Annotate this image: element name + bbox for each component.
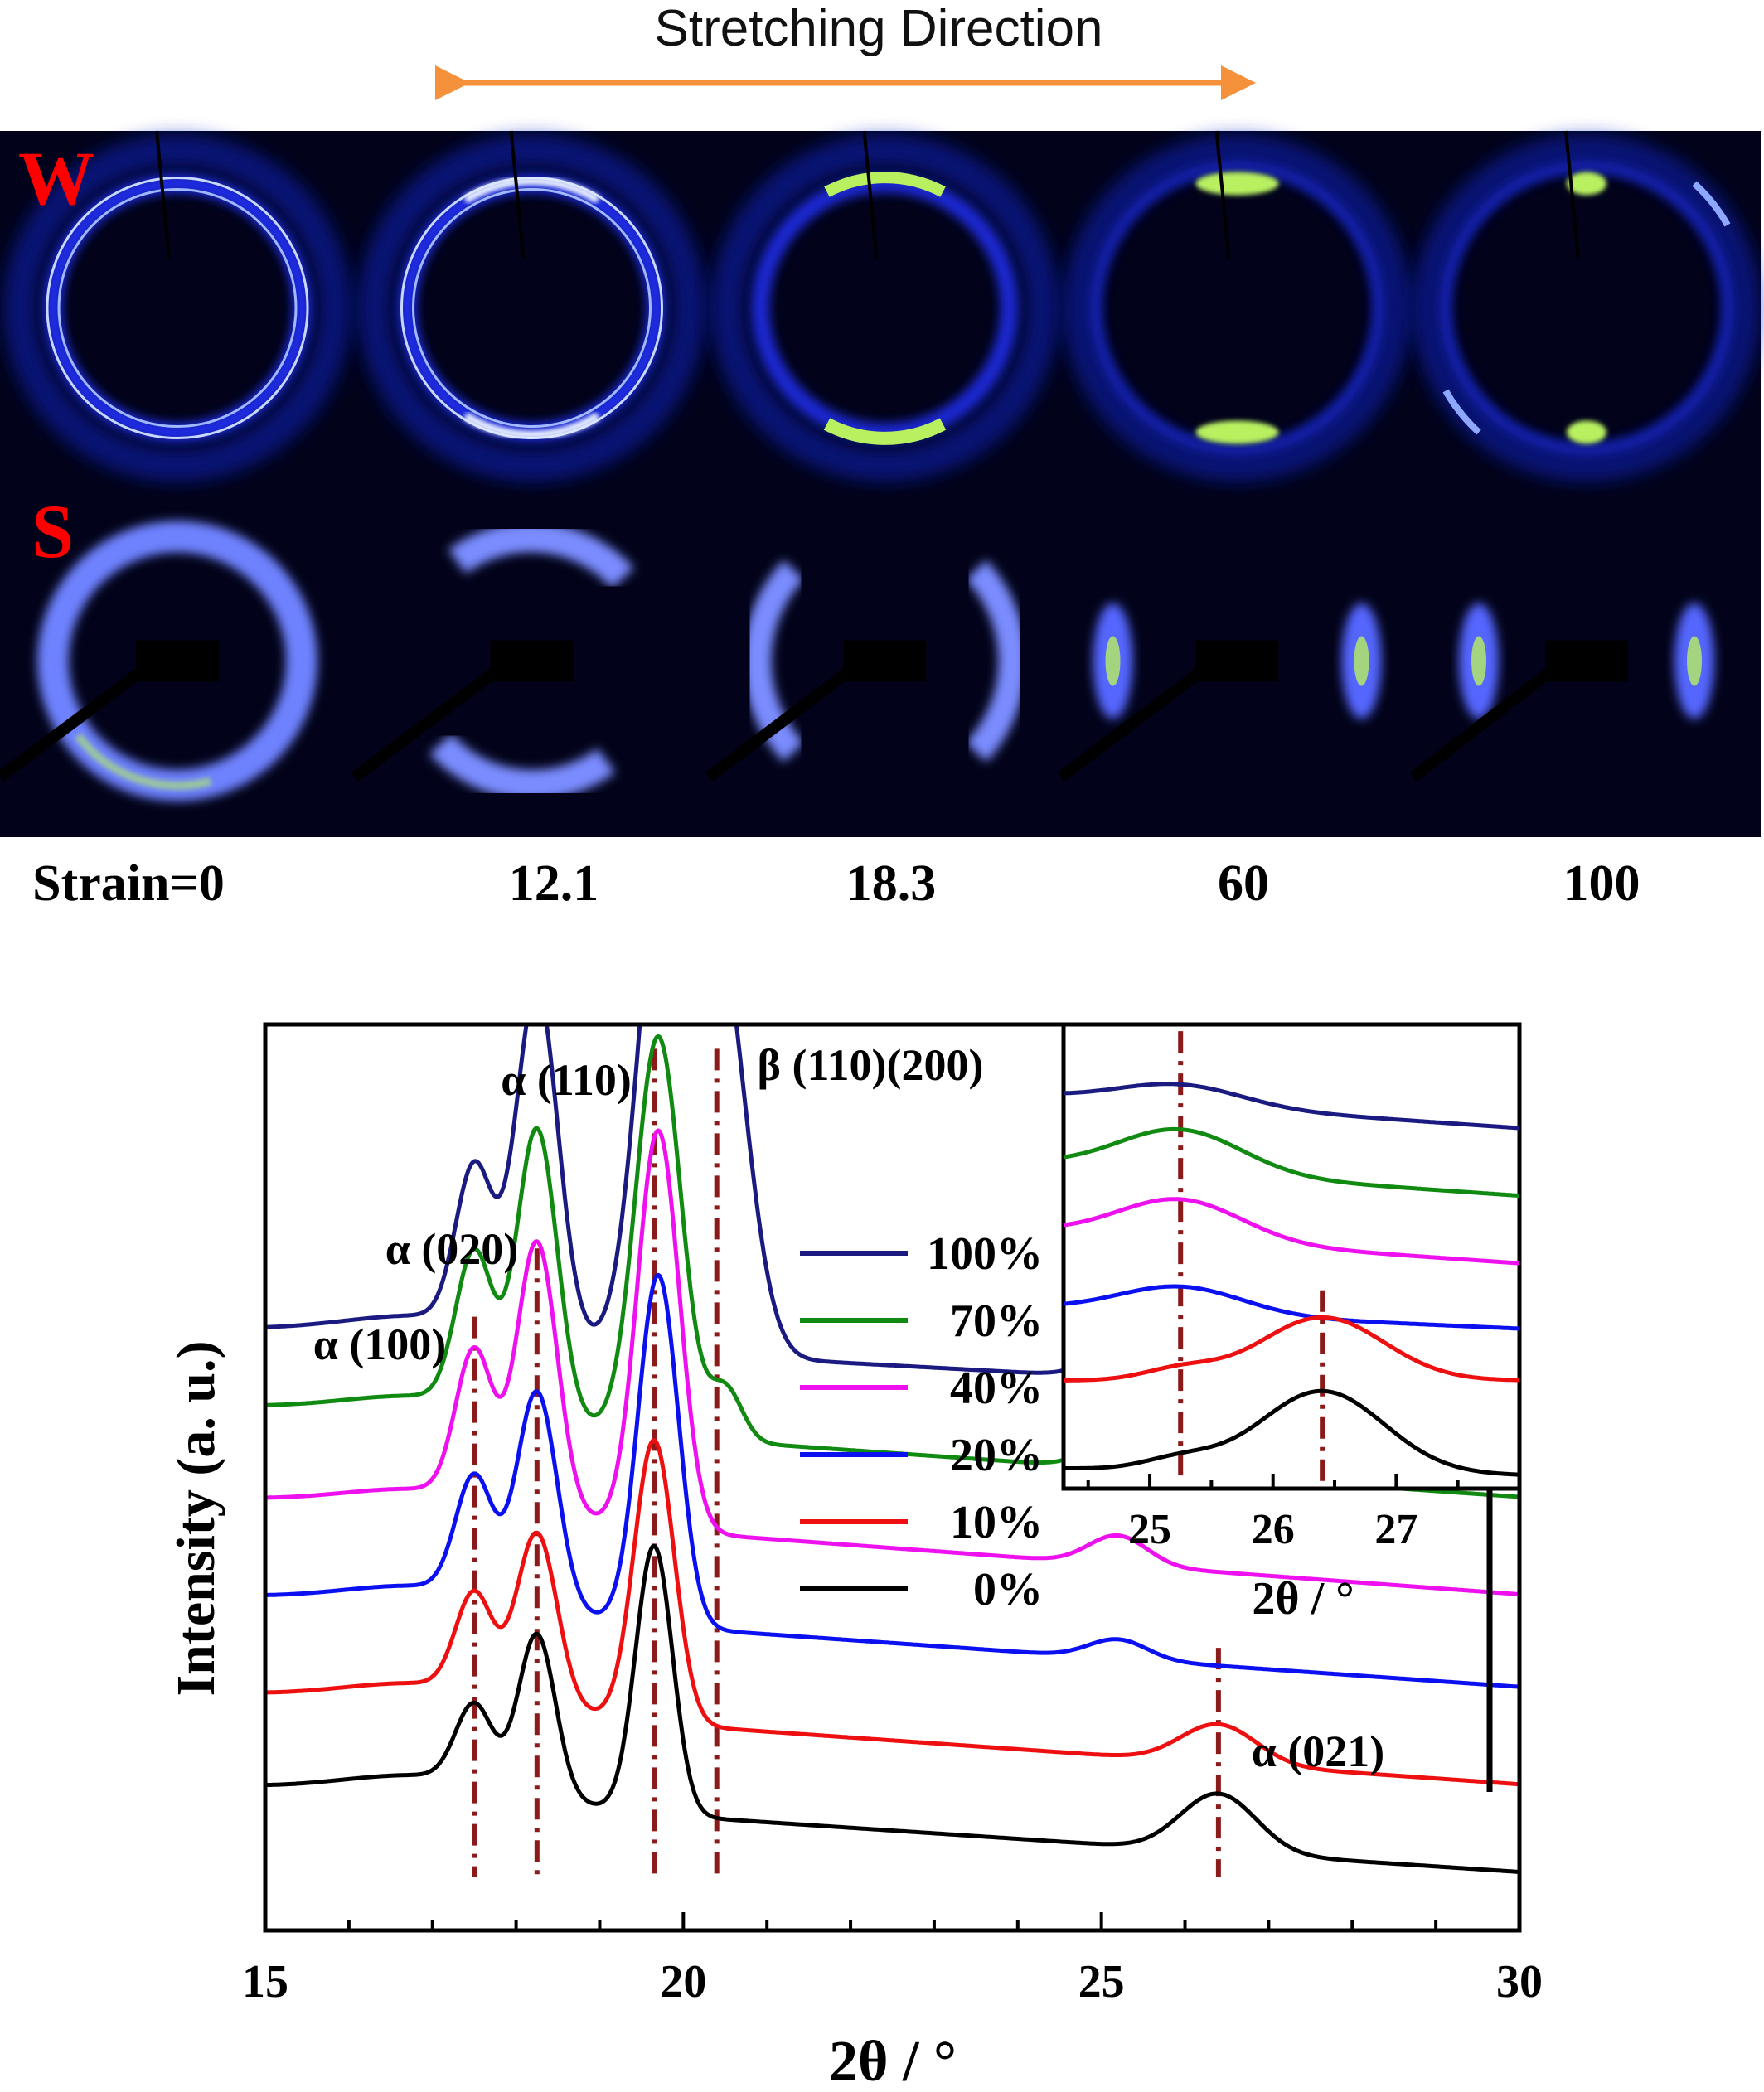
beamstop — [1545, 640, 1628, 682]
wide-angle-intensity-chart: 15 20 25 30 2θ / ° Intensity (a. u.) α (100) α … — [166, 1022, 1543, 2092]
peak-annotation-2: α (110) — [501, 1055, 632, 1105]
legend-label-0: 100% — [927, 1228, 1043, 1280]
beamstop — [1195, 640, 1279, 682]
legend: 100% 70% 40% 20% 10% 0% — [800, 1228, 1043, 1615]
x-tick-label-0: 15 — [242, 1956, 288, 2007]
inset-series-line-4 — [1064, 1315, 1519, 1383]
strain-label-4: 100 — [1563, 855, 1640, 912]
saxs-pattern-0 — [0, 521, 317, 801]
saxs-row-label: S — [32, 489, 74, 574]
strain-label-3: 60 — [1218, 855, 1269, 912]
waxs-pattern-3 — [1063, 130, 1412, 482]
waxs-pattern-4 — [1413, 130, 1761, 482]
x-tick-label-1: 20 — [660, 1956, 706, 2007]
inset-x-tick-label-2: 27 — [1374, 1506, 1418, 1553]
legend-label-2: 40% — [950, 1363, 1043, 1414]
strain-label-0: Strain=0 — [32, 855, 225, 912]
scattering-patterns: WS — [0, 130, 1761, 837]
saxs-pattern-2 — [705, 559, 1027, 782]
series-line-2 — [265, 1128, 1519, 1596]
inset-x-tick-label-0: 25 — [1128, 1506, 1171, 1553]
series-line-5 — [265, 1543, 1519, 1874]
peak-annotation-0: α (100) — [313, 1320, 447, 1369]
saxs-pattern-1 — [351, 522, 634, 800]
waxs-pattern-1 — [357, 130, 706, 482]
x-tick-label-2: 25 — [1078, 1956, 1125, 2007]
strain-label-1: 12.1 — [509, 855, 599, 912]
strain-labels: Strain=0 12.1 18.3 60 100 — [32, 855, 1640, 912]
inset-series-line-5 — [1064, 1388, 1519, 1477]
inset-curves — [1064, 1082, 1519, 1477]
legend-label-5: 0% — [973, 1564, 1043, 1615]
inset-series-line-0 — [1064, 1082, 1519, 1131]
waxs-row-label: W — [18, 136, 94, 220]
x-axis-label: 2θ / ° — [829, 2030, 957, 2092]
beamstop — [843, 640, 927, 682]
saxs-pattern-4 — [1409, 603, 1714, 782]
inset-x-tick-label-1: 26 — [1252, 1506, 1295, 1553]
legend-label-3: 20% — [950, 1430, 1043, 1481]
inset-series-line-1 — [1064, 1126, 1519, 1199]
series-line-3 — [265, 1272, 1519, 1689]
legend-label-1: 70% — [950, 1295, 1043, 1347]
peak-annotation-4: α (021) — [1252, 1726, 1385, 1776]
beamstop — [490, 640, 574, 682]
curves — [265, 1024, 1519, 1874]
inset-x-axis-label: 2θ / ° — [1252, 1573, 1354, 1625]
peak-annotation-1: α (020) — [385, 1224, 519, 1274]
inset-chart: 25 26 27 2θ / ° — [1061, 1022, 1522, 1625]
x-tick-label-3: 30 — [1496, 1956, 1543, 2007]
beamstop — [136, 640, 219, 682]
waxs-pattern-0 — [3, 130, 351, 482]
inset-series-line-2 — [1064, 1197, 1519, 1266]
inset-series-line-3 — [1064, 1284, 1519, 1331]
stretching-direction-title: Stretching Direction — [654, 0, 1102, 57]
series-line-4 — [265, 1438, 1519, 1787]
legend-label-4: 10% — [950, 1497, 1043, 1548]
peak-annotation-3: β (110)(200) — [758, 1040, 984, 1090]
strain-label-2: 18.3 — [846, 855, 937, 912]
y-axis-label: Intensity (a. u.) — [166, 1340, 226, 1696]
waxs-pattern-2 — [710, 130, 1059, 482]
saxs-pattern-3 — [1057, 603, 1382, 782]
